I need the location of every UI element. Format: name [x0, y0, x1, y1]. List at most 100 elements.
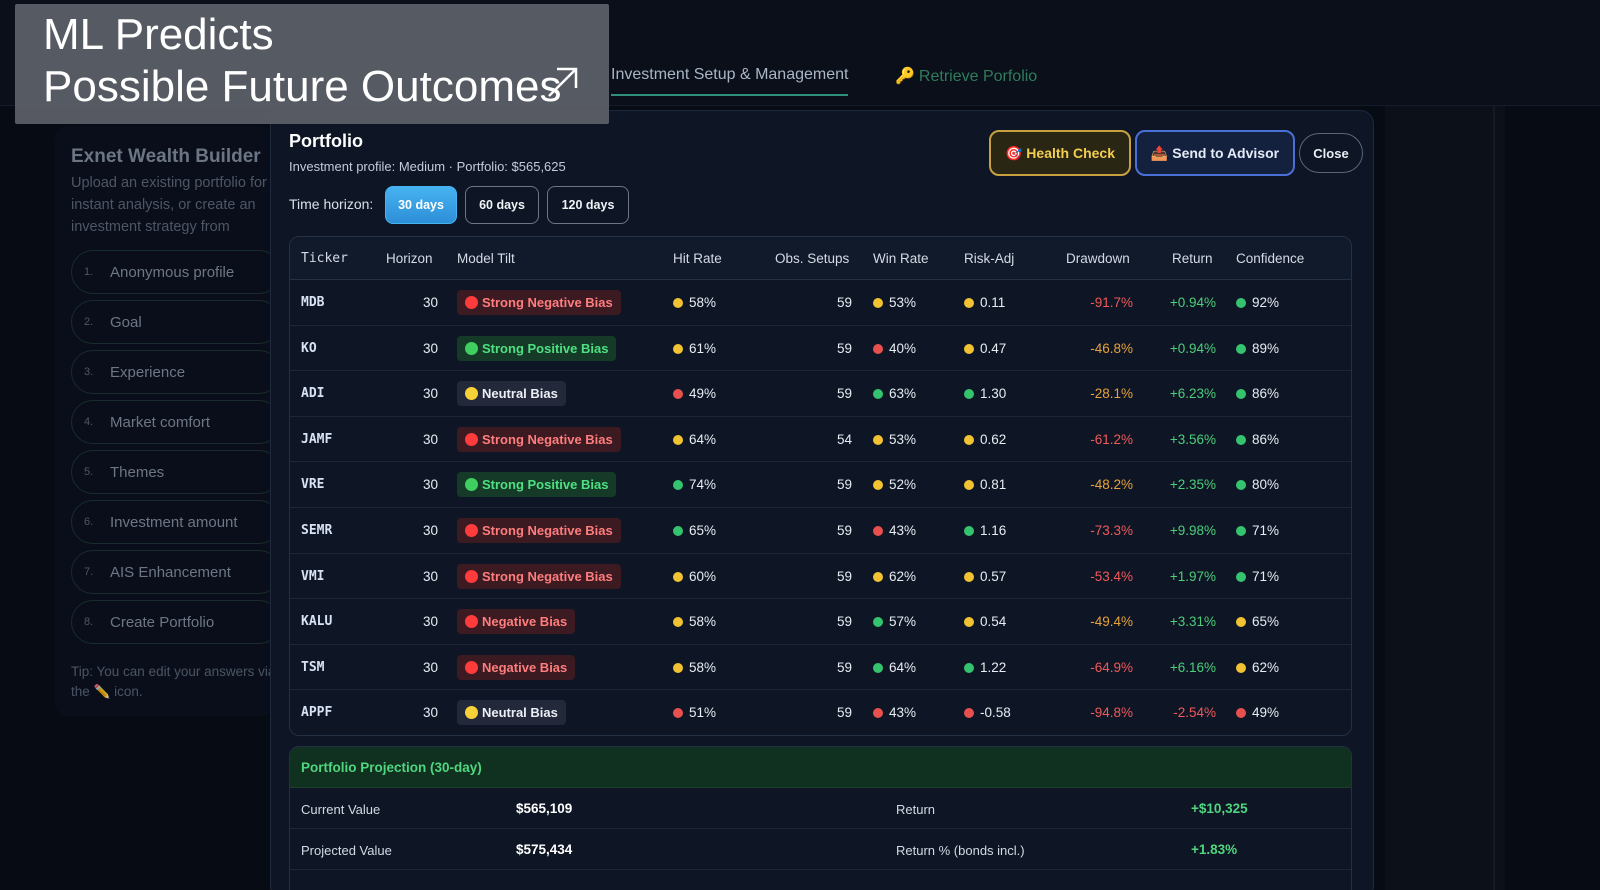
status-dot — [964, 571, 974, 582]
model-tilt-badge: Negative Bias — [457, 609, 576, 635]
tilt-label: Strong Positive Bias — [482, 340, 609, 356]
wizard-step[interactable]: 4. Market comfort — [71, 400, 281, 444]
status-dot — [673, 389, 683, 400]
tilt-label: Neutral Bias — [482, 705, 558, 721]
status-dot — [673, 298, 683, 308]
horizon-120-days-button[interactable]: 120 days — [547, 186, 629, 224]
horizon-60-days-button[interactable]: 60 days — [465, 186, 539, 224]
modal-title: Portfolio — [289, 131, 363, 151]
risk-adj: 1.30 — [964, 386, 1006, 401]
return: +3.56% — [1169, 431, 1216, 447]
ticker: ADI — [301, 386, 325, 402]
return-label: Return — [896, 802, 936, 817]
return: +0.94% — [1169, 340, 1216, 356]
status-dot — [964, 526, 974, 536]
drawdown: -46.8% — [1090, 340, 1133, 356]
hit-rate-value: 51% — [689, 705, 717, 721]
status-dot — [873, 298, 883, 308]
background-panel — [1385, 106, 1505, 890]
win-rate: 57% — [873, 614, 916, 629]
step-number: 5. — [84, 466, 94, 478]
status-dot — [1236, 708, 1246, 719]
wizard-step[interactable]: 5. Themes — [71, 450, 281, 494]
horizon: 30 — [422, 295, 438, 310]
projection-row: Projected Value $575,434 Return % (bonds… — [290, 829, 1351, 870]
risk-adj: -0.58 — [964, 705, 1011, 720]
table-row[interactable]: APPF 30 Neutral Bias 51% 59 43% -0.58 -94.8% -2.… — [290, 690, 1351, 735]
hit-rate-value: 64% — [689, 431, 717, 447]
table-row[interactable]: KO 30 Strong Positive Bias 61% 59 40% 0.47 -46.… — [290, 326, 1351, 372]
horizon-30-days-button[interactable]: 30 days — [385, 186, 457, 224]
wizard-step[interactable]: 1. Anonymous profile — [71, 250, 281, 294]
win-rate: 53% — [873, 295, 916, 310]
confidence-value: 92% — [1252, 295, 1280, 310]
model-tilt-badge: Strong Positive Bias — [457, 335, 617, 361]
horizon: 30 — [422, 705, 438, 721]
drawdown: -94.8% — [1090, 705, 1133, 721]
confidence-value: 62% — [1252, 659, 1280, 675]
hit-rate-value: 61% — [689, 340, 717, 356]
table-row[interactable]: ADI 30 Neutral Bias 49% 59 63% 1.30 -28.1% +6.23… — [290, 371, 1351, 417]
confidence-value: 80% — [1252, 477, 1280, 493]
status-dot — [673, 434, 683, 445]
step-number: 1. — [84, 266, 94, 278]
return: +1.97% — [1169, 568, 1216, 584]
hit-rate-value: 58% — [689, 295, 717, 310]
wizard-step[interactable]: 6. Investment amount — [71, 500, 281, 544]
step-label: Goal — [110, 313, 142, 331]
table-row[interactable]: VMI 30 Strong Negative Bias 60% 59 62% 0.57 -53… — [290, 554, 1351, 600]
confidence: 92% — [1236, 295, 1279, 310]
table-row[interactable]: MDB 30 Strong Negative Bias 58% 59 53% 0.11 -91… — [290, 280, 1351, 326]
risk-adj-value: 0.47 — [980, 340, 1007, 356]
status-dot — [873, 480, 883, 491]
current-value: $565,109 — [516, 801, 573, 816]
tilt-dot-icon — [465, 569, 478, 583]
drawdown: -61.2% — [1090, 431, 1133, 447]
obs-setups: 59 — [836, 340, 852, 356]
health-check-button[interactable]: 🎯 Health Check — [989, 130, 1131, 176]
hit-rate: 61% — [673, 341, 716, 356]
ticker: JAMF — [301, 431, 333, 447]
status-dot — [964, 662, 974, 673]
tab-investment-setup[interactable]: Investment Setup & Management — [611, 66, 849, 96]
tilt-label: Strong Negative Bias — [482, 523, 613, 538]
tilt-dot-icon — [465, 478, 478, 492]
tab-retrieve-portfolio[interactable]: 🔑 Retrieve Porfolio — [895, 66, 1037, 96]
modal-subtitle: Investment profile: Medium · Portfolio: … — [289, 159, 566, 174]
wizard-step[interactable]: 7. AIS Enhancement — [71, 550, 281, 594]
status-dot — [673, 480, 683, 491]
hit-rate: 74% — [673, 477, 716, 492]
table-header: Ticker Horizon Model Tilt Hit Rate Obs. … — [290, 237, 1351, 280]
close-button[interactable]: Close — [1299, 133, 1363, 173]
risk-adj: 1.16 — [964, 523, 1006, 538]
col-ticker: Ticker — [301, 251, 348, 266]
table-row[interactable]: VRE 30 Strong Positive Bias 74% 59 52% 0.81 -48… — [290, 462, 1351, 508]
hit-rate: 49% — [673, 386, 716, 401]
send-to-advisor-button[interactable]: 📤 Send to Advisor — [1135, 130, 1295, 176]
hit-rate-value: 65% — [689, 523, 717, 538]
status-dot — [673, 662, 683, 673]
wizard-step[interactable]: 2. Goal — [71, 300, 281, 344]
win-rate-value: 53% — [889, 295, 917, 310]
status-dot — [873, 571, 883, 582]
risk-adj: 0.57 — [964, 569, 1006, 584]
arrow-up-right-icon — [548, 67, 578, 97]
table-row[interactable]: SEMR 30 Strong Negative Bias 65% 59 43% 1.16 -7… — [290, 508, 1351, 554]
status-dot — [873, 389, 883, 400]
table-row[interactable]: JAMF 30 Strong Negative Bias 64% 54 53% 0.62 -6… — [290, 417, 1351, 463]
ticker: TSM — [301, 659, 325, 675]
risk-adj: 0.11 — [964, 295, 1005, 310]
hit-rate: 51% — [673, 705, 716, 720]
table-row[interactable]: TSM 30 Negative Bias 58% 59 64% 1.22 -64.9% +6.1… — [290, 645, 1351, 691]
step-number: 2. — [84, 316, 94, 328]
wizard-step[interactable]: 3. Experience — [71, 350, 281, 394]
status-dot — [873, 434, 883, 445]
confidence: 65% — [1236, 614, 1279, 629]
win-rate: 62% — [873, 569, 916, 584]
wizard-step[interactable]: 8. Create Portfolio — [71, 600, 281, 644]
table-row[interactable]: KALU 30 Negative Bias 58% 59 57% 0.54 -49.4% +3.… — [290, 599, 1351, 645]
tilt-dot-icon — [465, 341, 478, 355]
portfolio-modal: Portfolio Investment profile: Medium · P… — [270, 110, 1374, 890]
risk-adj-value: 1.16 — [980, 523, 1007, 538]
drawdown: -48.2% — [1090, 477, 1133, 493]
